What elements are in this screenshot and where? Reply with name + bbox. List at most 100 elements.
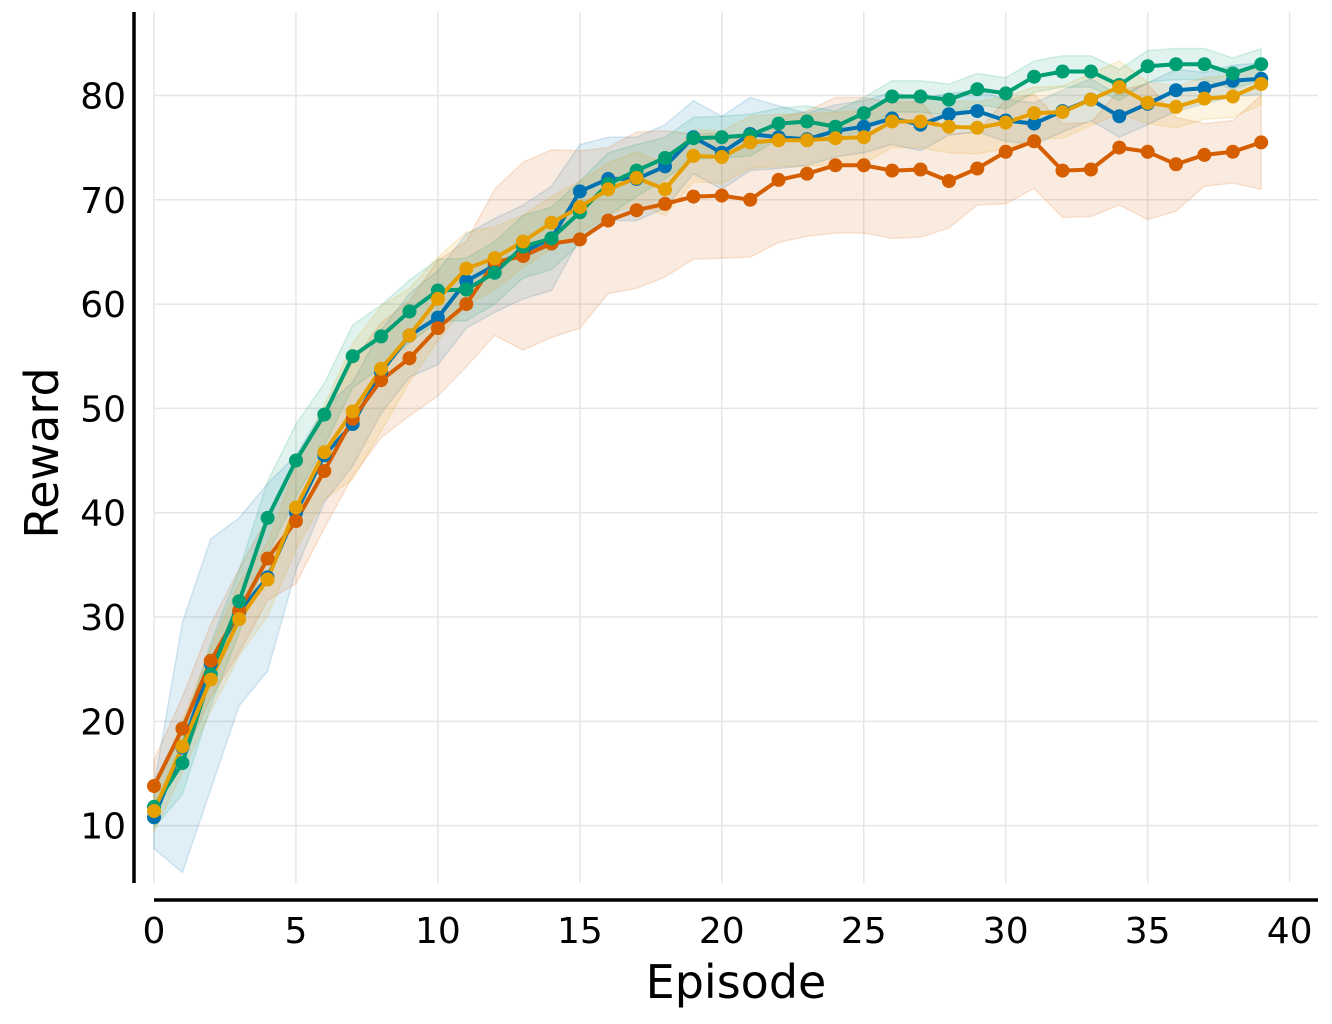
- series-3-point: [1225, 66, 1240, 81]
- series-4-point: [1169, 99, 1183, 114]
- x-tick-label: 0: [143, 911, 166, 952]
- series-1-point: [1112, 109, 1127, 124]
- series-3-point: [1254, 57, 1269, 72]
- series-lines: [152, 62, 1263, 819]
- series-2-point: [970, 161, 985, 176]
- series-3-point: [1027, 69, 1042, 84]
- series-2-point: [203, 653, 218, 668]
- series-2-point: [885, 163, 900, 178]
- series-2-point: [147, 779, 161, 793]
- series-2-point: [175, 721, 190, 736]
- series-4-point: [913, 114, 928, 129]
- series-2-point: [402, 351, 417, 366]
- series-2-point: [743, 192, 758, 207]
- series-2-point: [686, 189, 701, 204]
- series-3-line: [152, 62, 1262, 808]
- series-4-point: [374, 361, 389, 376]
- series-3-point: [885, 89, 900, 104]
- series-3-point: [856, 106, 871, 121]
- y-tick-label: 50: [80, 389, 126, 430]
- series-2-point: [289, 514, 303, 528]
- series-2-point: [1197, 147, 1212, 162]
- series-4-point: [658, 182, 672, 197]
- series-3-point: [970, 82, 985, 97]
- series-2-point: [430, 321, 445, 336]
- series-3-point: [260, 510, 275, 525]
- series-4-point: [856, 130, 871, 145]
- series-2-point: [856, 158, 871, 173]
- y-tick-label: 70: [80, 181, 126, 222]
- x-tick-label: 25: [841, 911, 887, 952]
- grid-lines: [153, 12, 1318, 883]
- series-4-point: [516, 234, 531, 249]
- series-1-point: [941, 107, 956, 122]
- series-2-point: [658, 196, 672, 211]
- series-4-point: [743, 135, 758, 150]
- series-3-point: [459, 282, 474, 297]
- series-2-point: [1055, 163, 1070, 178]
- series-4-point: [289, 500, 303, 515]
- x-tick-label: 40: [1267, 911, 1313, 952]
- series-3-point: [686, 131, 701, 146]
- series-2-point: [913, 162, 928, 177]
- series-3-point: [1055, 64, 1070, 79]
- series-3-point: [941, 92, 956, 107]
- series-2-point: [1169, 157, 1183, 172]
- series-4-point: [1083, 92, 1098, 107]
- x-axis-title: Episode: [646, 955, 827, 1009]
- y-tick-label: 10: [80, 807, 126, 848]
- series-4-point: [629, 170, 644, 185]
- series-3-point: [714, 130, 729, 145]
- series-3-point: [658, 151, 672, 165]
- series-2-line: [152, 139, 1262, 787]
- series-2-point: [317, 464, 332, 478]
- series-2-point: [629, 203, 644, 218]
- series-1-point: [970, 104, 985, 119]
- series-4-point: [147, 804, 161, 818]
- series-1-band: [153, 62, 1262, 874]
- series-markers: [147, 57, 1269, 825]
- y-tick-label: 60: [80, 285, 126, 326]
- series-3-point: [317, 407, 332, 422]
- series-2-point: [998, 144, 1013, 159]
- series-4-point: [1225, 89, 1240, 104]
- series-4-point: [260, 572, 275, 587]
- series-4-point: [970, 120, 985, 135]
- series-4-point: [487, 251, 502, 266]
- series-4-point: [1254, 77, 1269, 91]
- series-2-point: [1112, 140, 1127, 155]
- series-4-point: [771, 133, 786, 148]
- series-4-point: [1112, 80, 1127, 95]
- series-3-point: [800, 114, 814, 129]
- series-1-point: [856, 119, 871, 134]
- series-2-point: [1254, 135, 1269, 150]
- series-4-point: [402, 328, 417, 343]
- series-2-point: [941, 174, 956, 188]
- series-1-point: [1027, 116, 1042, 131]
- x-tick-label: 5: [284, 911, 307, 952]
- series-2-point: [260, 551, 275, 566]
- series-4-point: [686, 148, 701, 163]
- series-4-point: [317, 445, 332, 460]
- x-tick-label: 20: [699, 911, 745, 952]
- series-2-point: [459, 297, 474, 312]
- series-3-point: [289, 453, 303, 468]
- series-3-point: [374, 329, 389, 344]
- series-2-point: [601, 213, 616, 228]
- series-4-point: [1027, 106, 1042, 121]
- series-3-point: [1169, 57, 1183, 72]
- series-2-point: [800, 166, 814, 181]
- series-2-point: [714, 188, 729, 203]
- series-2-point: [1225, 144, 1240, 159]
- series-4-point: [885, 114, 900, 129]
- series-3-point: [487, 265, 502, 280]
- series-4-point: [800, 133, 814, 148]
- series-3-point: [175, 756, 190, 770]
- y-tick-label: 20: [80, 702, 126, 743]
- series-1-point: [572, 184, 587, 199]
- series-3-point: [771, 116, 786, 131]
- y-tick-label: 30: [80, 598, 126, 639]
- series-3-point: [402, 304, 417, 319]
- x-tick-label: 10: [415, 911, 461, 952]
